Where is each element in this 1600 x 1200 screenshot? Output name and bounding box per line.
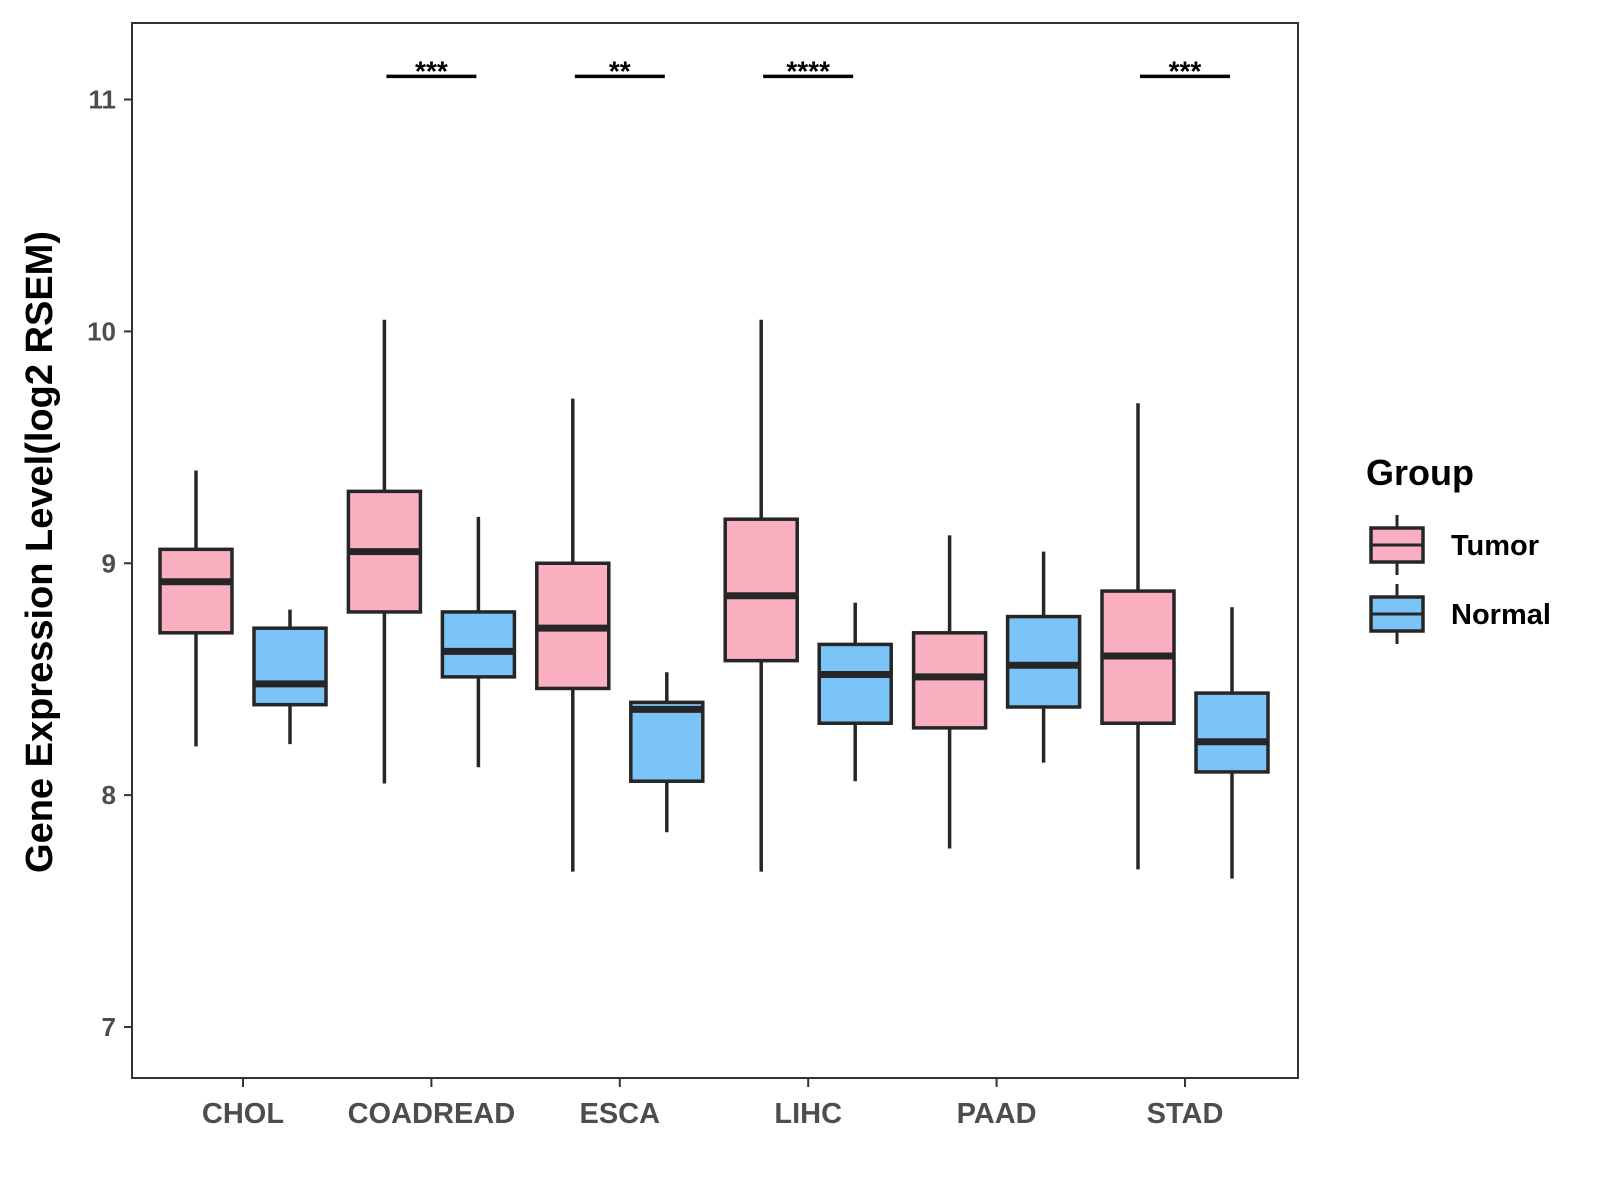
- significance-label: **: [609, 55, 631, 86]
- legend-label: Tumor: [1451, 530, 1539, 562]
- plot-panel-border: [131, 22, 1299, 1079]
- box-tumor-esca: [535, 398, 611, 872]
- y-tick-label: 10: [87, 316, 116, 346]
- box-body: [817, 642, 893, 725]
- x-tick-label: PAAD: [957, 1098, 1037, 1130]
- box-body: [723, 517, 799, 663]
- significance-label: ***: [415, 55, 448, 86]
- box-tumor-coadread: [346, 319, 423, 784]
- box-tumor-lihc: [723, 319, 799, 872]
- x-tick-label: COADREAD: [348, 1098, 516, 1130]
- legend-item-tumor: Tumor: [1369, 515, 1539, 575]
- box-tumor-chol: [158, 470, 234, 747]
- x-tick-label: CHOL: [202, 1098, 284, 1130]
- box-body: [440, 610, 517, 679]
- significance-label: ****: [786, 55, 830, 86]
- plot-area: *** ** **** ***: [158, 55, 1270, 879]
- legend: Group Tumor Normal: [1366, 452, 1551, 644]
- legend-label: Normal: [1451, 599, 1551, 631]
- y-tick-label: 8: [102, 780, 116, 810]
- box-normal-esca: [629, 672, 705, 833]
- box-body: [629, 700, 705, 783]
- box-normal-paad: [1005, 551, 1082, 763]
- box-normal-chol: [252, 609, 328, 745]
- y-tick-label: 11: [89, 85, 117, 115]
- significance-label: ***: [1169, 55, 1202, 86]
- y-tick-label: 9: [102, 548, 116, 578]
- y-axis-label: Gene Expression Level(log2 RSEM): [19, 231, 61, 873]
- box-normal-stad: [1194, 607, 1270, 879]
- box-body: [1194, 691, 1270, 774]
- box-body: [158, 547, 234, 635]
- box-normal-lihc: [817, 602, 893, 782]
- box-body: [252, 626, 328, 707]
- legend-title: Group: [1366, 452, 1474, 493]
- legend-item-normal: Normal: [1369, 584, 1551, 644]
- x-tick-label: STAD: [1147, 1098, 1224, 1130]
- axes: 7 8 9 10 11 CHOL COADREAD ESCA LIHC PAAD STAD: [87, 85, 1223, 1130]
- box-normal-coadread: [440, 516, 517, 768]
- y-tick-label: 7: [102, 1012, 116, 1042]
- box-tumor-stad: [1100, 403, 1176, 870]
- x-tick-label: ESCA: [580, 1098, 661, 1130]
- x-tick-label: LIHC: [774, 1098, 842, 1130]
- box-tumor-paad: [911, 535, 988, 849]
